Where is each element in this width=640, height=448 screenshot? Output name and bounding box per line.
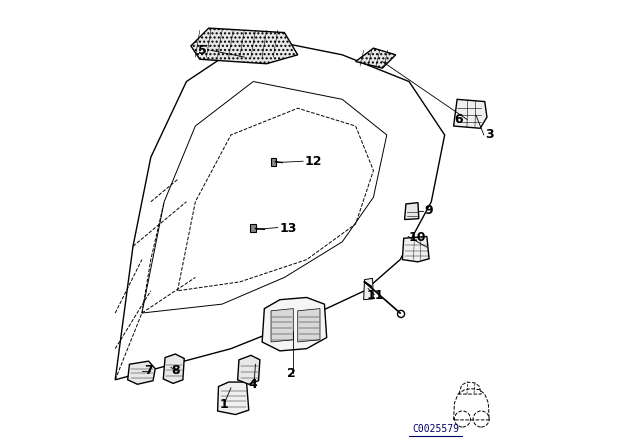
Text: C0025579: C0025579	[412, 424, 460, 434]
Polygon shape	[404, 202, 419, 220]
Text: 3: 3	[484, 129, 493, 142]
Bar	[250, 224, 257, 232]
Bar	[271, 158, 276, 166]
Text: 12: 12	[305, 155, 322, 168]
Text: 9: 9	[424, 204, 433, 217]
Text: 6: 6	[454, 113, 463, 126]
Text: 2: 2	[287, 366, 296, 379]
Polygon shape	[298, 309, 320, 342]
Polygon shape	[403, 237, 429, 262]
Polygon shape	[271, 309, 293, 342]
Polygon shape	[237, 355, 260, 384]
Polygon shape	[262, 297, 326, 351]
Text: 13: 13	[280, 222, 298, 235]
Polygon shape	[364, 278, 373, 300]
Polygon shape	[127, 361, 156, 384]
Text: 4: 4	[249, 378, 258, 391]
Polygon shape	[454, 99, 487, 128]
Polygon shape	[191, 28, 298, 64]
Text: 10: 10	[409, 231, 426, 244]
Text: 7: 7	[144, 364, 153, 377]
Polygon shape	[356, 48, 396, 68]
Text: 1: 1	[220, 398, 228, 411]
Text: 8: 8	[171, 364, 180, 377]
Text: 5: 5	[198, 44, 207, 57]
Polygon shape	[163, 354, 184, 383]
Text: 11: 11	[367, 289, 385, 302]
Polygon shape	[218, 382, 249, 414]
